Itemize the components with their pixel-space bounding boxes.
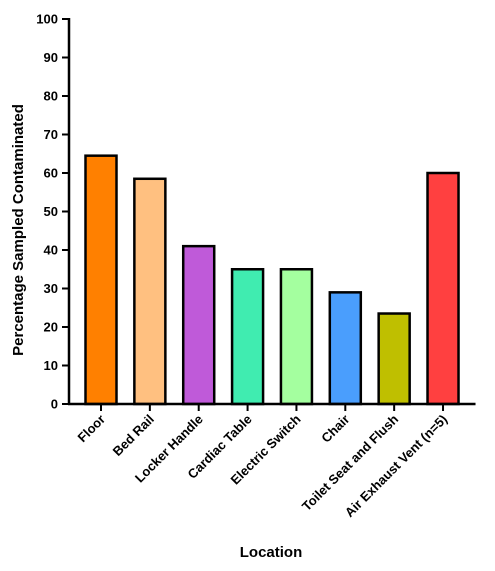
y-tick-label-9: 90 — [44, 50, 58, 65]
x-axis-title: Location — [240, 544, 303, 561]
bar-0 — [84, 154, 118, 406]
x-tick-label-1: Bed Rail — [110, 412, 157, 459]
bar-3 — [230, 268, 265, 406]
bar-7 — [426, 171, 460, 406]
y-tick-label-5: 50 — [44, 204, 58, 219]
bar-6 — [377, 312, 411, 406]
y-tick-label-6: 60 — [44, 166, 58, 181]
y-axis-title: Percentage Sampled Contaminated — [10, 104, 27, 356]
y-tick-label-8: 80 — [44, 89, 58, 104]
y-tick-label-10: 100 — [36, 12, 58, 27]
bar-2 — [181, 244, 216, 406]
x-tick-label-0: Floor — [75, 412, 109, 446]
y-tick-label-3: 30 — [44, 281, 58, 296]
bar-4 — [279, 268, 314, 406]
y-tick-label-0: 0 — [51, 397, 58, 412]
x-tick-label-7: Air Exhaust Vent (n=5) — [342, 412, 450, 520]
x-tick-label-6: Toilet Seat and Flush — [299, 411, 401, 513]
bars-layer — [84, 154, 460, 406]
y-tick-label-1: 10 — [44, 358, 58, 373]
bar-1 — [133, 177, 167, 406]
bar-5 — [328, 291, 363, 406]
y-ticks-layer: 0 10 20 30 40 50 60 70 80 90 100 — [36, 12, 69, 412]
y-tick-label-7: 70 — [44, 127, 58, 142]
x-tick-label-5: Chair — [318, 412, 352, 446]
y-tick-label-4: 40 — [44, 243, 58, 258]
y-tick-label-2: 20 — [44, 320, 58, 335]
